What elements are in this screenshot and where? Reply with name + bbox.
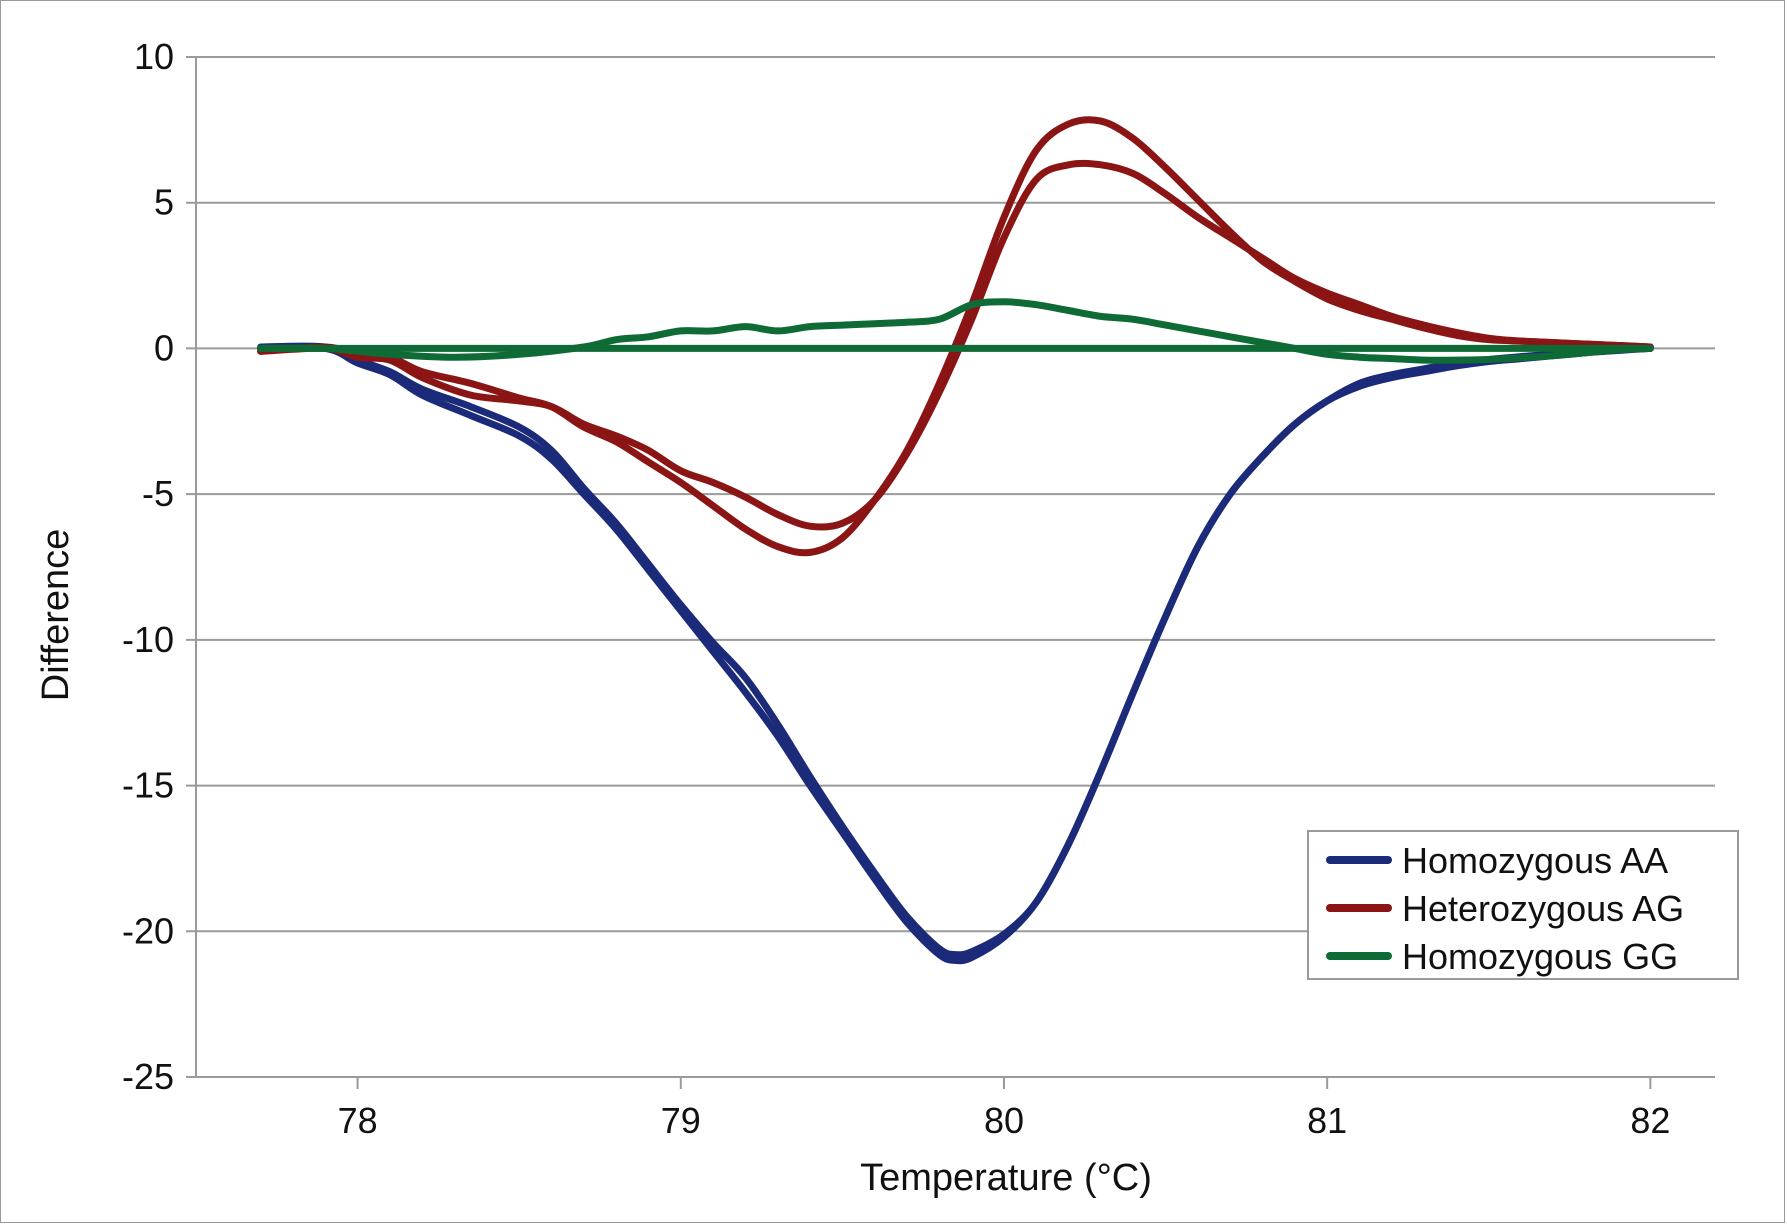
y-tick-label: 10	[134, 36, 174, 77]
series-line-homozygous-gg	[257, 298, 1654, 364]
y-tick-label: -5	[142, 473, 174, 514]
x-tick-label: 81	[1307, 1100, 1347, 1141]
series-line-heterozygous-ag	[257, 116, 1654, 557]
x-tick-label: 82	[1630, 1100, 1670, 1141]
legend: Homozygous AA Heterozygous AG Homozygous G…	[1307, 830, 1739, 980]
legend-label: Heterozygous AG	[1402, 888, 1684, 929]
y-tick-label: -10	[122, 619, 174, 660]
legend-label: Homozygous GG	[1402, 936, 1678, 977]
x-tick-label: 79	[661, 1100, 701, 1141]
series-line-homozygous-aa	[257, 342, 1654, 959]
x-tick-label: 80	[984, 1100, 1024, 1141]
series-lines	[257, 116, 1654, 965]
legend-label: Homozygous AA	[1402, 840, 1668, 881]
y-tick-label: 5	[154, 182, 174, 223]
axes	[186, 57, 1715, 1089]
x-tick-label: 78	[338, 1100, 378, 1141]
y-tick-label: 0	[154, 327, 174, 368]
x-axis-title: Temperature (°C)	[860, 1157, 1152, 1199]
x-tick-labels: 78 79 80 81 82	[338, 1100, 1671, 1141]
y-tick-label: -15	[122, 765, 174, 806]
y-tick-labels: 10 5 0 -5 -10 -15 -20 -25	[122, 36, 174, 1097]
y-axis-title: Difference	[35, 529, 77, 702]
y-tick-label: -25	[122, 1056, 174, 1097]
y-tick-label: -20	[122, 910, 174, 951]
